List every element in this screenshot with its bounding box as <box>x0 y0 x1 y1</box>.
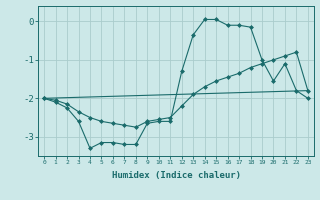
X-axis label: Humidex (Indice chaleur): Humidex (Indice chaleur) <box>111 171 241 180</box>
